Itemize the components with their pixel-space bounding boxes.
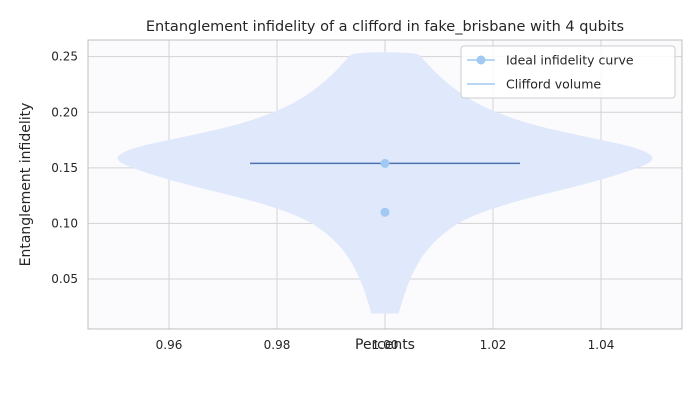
ideal-point bbox=[380, 207, 390, 217]
x-axis-label: Percents bbox=[355, 337, 415, 353]
y-tick-label: 0.20 bbox=[51, 105, 78, 119]
y-axis-label: Entanglement infidelity bbox=[18, 103, 34, 267]
x-tick-label: 1.02 bbox=[480, 338, 507, 352]
x-tick-label: 0.98 bbox=[264, 338, 291, 352]
legend-clifford-label: Clifford volume bbox=[506, 77, 601, 92]
y-tick-label: 0.10 bbox=[51, 216, 78, 230]
legend-box bbox=[460, 45, 676, 99]
chart-title: Entanglement infidelity of a clifford in… bbox=[146, 19, 624, 35]
ideal-points bbox=[380, 158, 390, 217]
x-tick-label: 1.00 bbox=[372, 338, 399, 352]
y-tick-label: 0.25 bbox=[51, 50, 78, 64]
x-tick-label: 0.96 bbox=[156, 338, 183, 352]
legend: Ideal infidelity curve Clifford volume bbox=[460, 45, 676, 99]
legend-ideal-marker bbox=[476, 55, 486, 65]
y-tick-label: 0.15 bbox=[51, 161, 78, 175]
violin-body bbox=[117, 52, 653, 314]
ideal-point bbox=[380, 158, 390, 168]
plot-frame bbox=[87, 39, 683, 330]
tick-labels: 0.96 0.98 1.00 1.02 1.04 0.05 0.10 0.15 0.20 0.25 bbox=[51, 50, 614, 352]
x-tick-label: 1.04 bbox=[588, 338, 615, 352]
legend-ideal-label: Ideal infidelity curve bbox=[506, 53, 634, 68]
y-tick-label: 0.05 bbox=[51, 272, 78, 286]
